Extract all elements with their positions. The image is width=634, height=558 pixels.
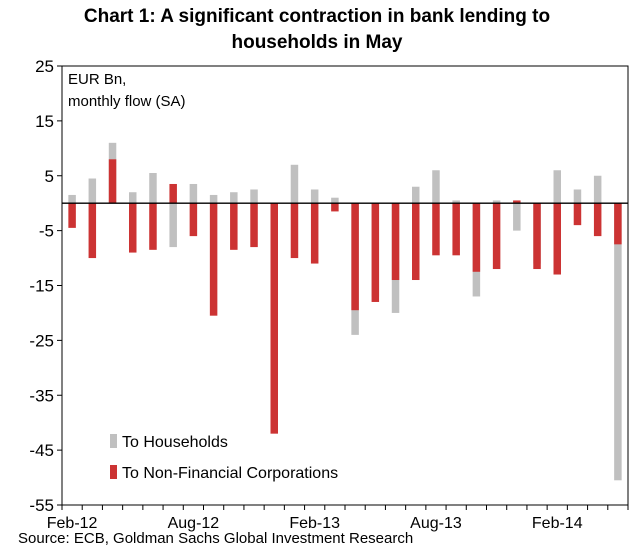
bar-nfc bbox=[129, 203, 137, 253]
bar-nfc bbox=[513, 200, 521, 204]
bar-households bbox=[250, 189, 258, 204]
bar-households bbox=[492, 200, 501, 204]
x-tick-label: Aug-13 bbox=[410, 515, 462, 532]
y-tick-label: 15 bbox=[35, 112, 54, 131]
y-tick-label: 25 bbox=[35, 57, 54, 76]
bar-nfc bbox=[533, 203, 541, 270]
y-tick-label: -25 bbox=[29, 331, 54, 350]
y-tick-label: -55 bbox=[29, 496, 54, 515]
bar-households bbox=[331, 197, 339, 204]
bar-households bbox=[310, 189, 319, 204]
bar-households bbox=[189, 183, 198, 204]
bar-households bbox=[209, 194, 218, 204]
bar-nfc bbox=[230, 203, 238, 250]
bar-nfc bbox=[68, 203, 76, 228]
unit-label: EUR Bn, bbox=[68, 71, 126, 88]
bar-nfc bbox=[614, 203, 622, 245]
bar-nfc bbox=[331, 203, 339, 212]
bar-households bbox=[68, 194, 76, 204]
legend-label: To Households bbox=[122, 434, 228, 451]
bar-nfc bbox=[452, 203, 460, 256]
chart-title: Chart 1: A significant contraction in ba… bbox=[0, 4, 634, 56]
bar-households bbox=[614, 203, 622, 481]
y-tick-label: -5 bbox=[39, 222, 54, 241]
bar-households bbox=[290, 164, 299, 204]
bar-households bbox=[573, 189, 582, 204]
bar-nfc bbox=[492, 203, 501, 270]
bar-nfc bbox=[310, 203, 319, 264]
bar-nfc bbox=[472, 203, 481, 272]
bar-households bbox=[169, 203, 177, 248]
bar-nfc bbox=[593, 203, 602, 237]
bar-households bbox=[230, 192, 238, 204]
bar-households bbox=[452, 200, 460, 204]
bar-households bbox=[149, 173, 157, 204]
bar-nfc bbox=[290, 203, 299, 259]
legend-swatch bbox=[110, 434, 117, 448]
bar-nfc bbox=[412, 203, 420, 281]
bar-households bbox=[412, 186, 420, 204]
chart-title-line-1: Chart 1: A significant contraction in ba… bbox=[83, 6, 551, 27]
source-note: Source: ECB, Goldman Sachs Global Invest… bbox=[18, 530, 414, 547]
bar-households bbox=[129, 192, 137, 204]
y-tick-label: -45 bbox=[29, 441, 54, 460]
bar-households bbox=[513, 203, 521, 231]
x-tick-label: Feb-14 bbox=[532, 515, 583, 532]
unit-label: monthly flow (SA) bbox=[68, 93, 186, 110]
bar-households bbox=[432, 170, 440, 204]
bar-nfc bbox=[149, 203, 157, 250]
bar-nfc bbox=[250, 203, 258, 248]
bar-nfc bbox=[391, 203, 400, 281]
bar-households bbox=[88, 178, 97, 204]
bar-households bbox=[553, 170, 561, 204]
bar-nfc bbox=[351, 203, 359, 311]
bar-nfc bbox=[169, 183, 177, 204]
legend-swatch bbox=[110, 465, 117, 479]
bar-households bbox=[593, 175, 602, 204]
y-tick-label: -15 bbox=[29, 277, 54, 296]
x-tick-label: Feb-12 bbox=[47, 515, 98, 532]
y-tick-label: 5 bbox=[45, 167, 54, 186]
bar-nfc bbox=[108, 159, 117, 204]
bar-nfc bbox=[573, 203, 582, 226]
chart-title-line-2: households in May bbox=[231, 32, 403, 53]
bar-nfc bbox=[189, 203, 198, 237]
bar-nfc bbox=[432, 203, 440, 256]
bar-nfc bbox=[209, 203, 218, 316]
x-tick-label: Feb-13 bbox=[289, 515, 340, 532]
bar-nfc bbox=[88, 203, 97, 259]
legend-label: To Non-Financial Corporations bbox=[122, 465, 338, 482]
x-tick-label: Aug-12 bbox=[168, 515, 220, 532]
bar-nfc bbox=[270, 203, 278, 434]
bar-nfc bbox=[371, 203, 380, 302]
y-tick-label: -35 bbox=[29, 386, 54, 405]
bar-nfc bbox=[553, 203, 561, 275]
